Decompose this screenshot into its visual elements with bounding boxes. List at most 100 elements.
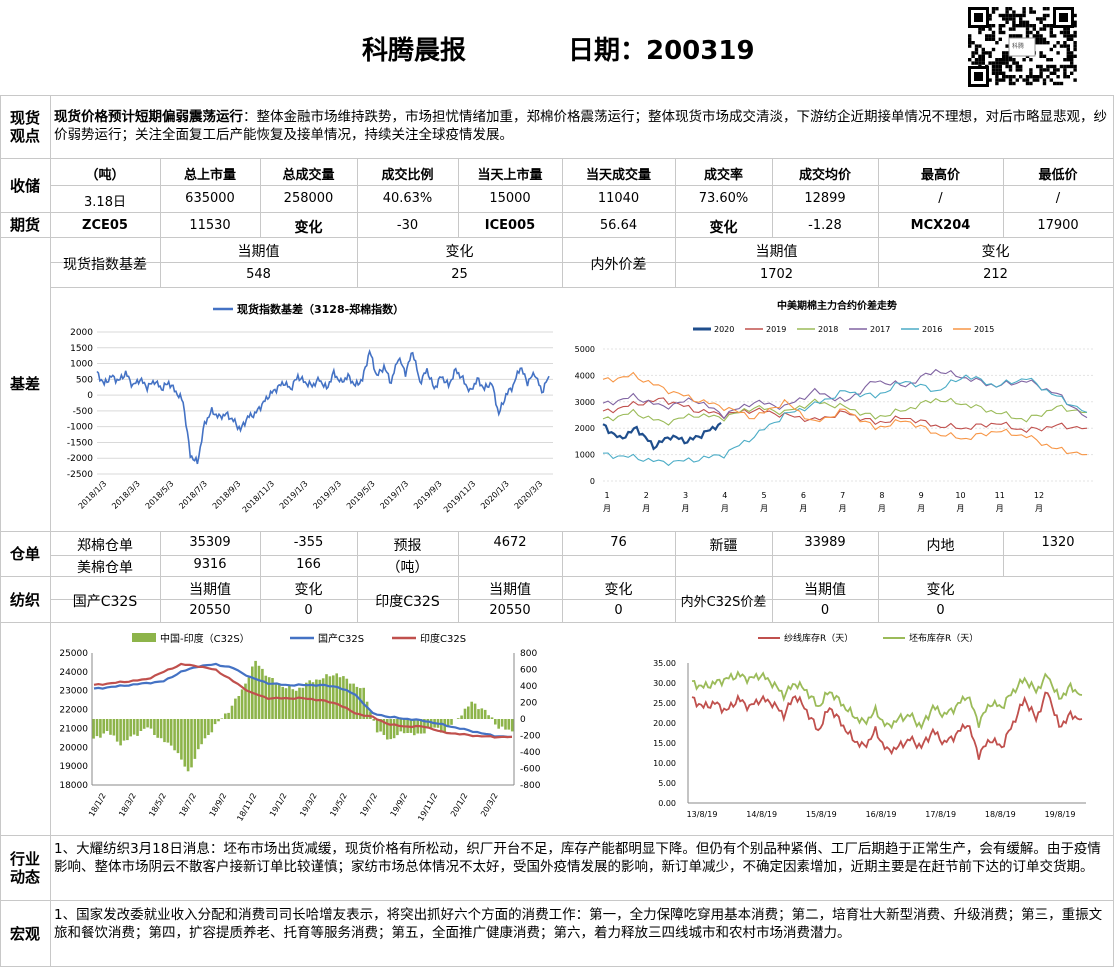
- qr-module: [1066, 37, 1070, 41]
- qr-module: [1049, 34, 1053, 38]
- qr-module: [1008, 68, 1013, 72]
- spread-bar: [463, 708, 467, 719]
- qr-module: [1005, 54, 1009, 58]
- qr-module: [1056, 81, 1060, 86]
- qr-module: [1008, 17, 1013, 21]
- qr-module: [1063, 34, 1067, 38]
- qr-module: [971, 61, 975, 65]
- qr-module: [1029, 81, 1033, 86]
- series-line-2018: [602, 397, 1088, 426]
- spread-bar: [274, 682, 278, 719]
- spread-bar: [102, 719, 105, 734]
- spread-bar: [426, 719, 430, 729]
- qr-module: [1039, 68, 1043, 72]
- x-tick-label: 11: [995, 491, 1005, 500]
- legend-label: 现货指数基差（3128-郑棉指数）: [237, 302, 404, 316]
- spread-label: 内外价差: [590, 257, 647, 273]
- spread-bar: [203, 719, 207, 739]
- spread-bar: [254, 660, 257, 719]
- spread-bar: [510, 719, 514, 732]
- table-cell: 33989: [804, 535, 846, 550]
- qr-module: [1029, 10, 1033, 14]
- qr-module: [1012, 27, 1016, 31]
- spread-bar: [240, 689, 244, 719]
- spread-bar: [288, 685, 291, 719]
- qr-module: [1066, 51, 1070, 55]
- y2-tick-label: 800: [520, 649, 537, 659]
- qr-module: [1012, 10, 1016, 14]
- table-cell: 4672: [493, 535, 527, 550]
- spread-bar: [183, 719, 187, 767]
- qr-module: [1056, 51, 1060, 55]
- x-tick-label: 19/8/19: [1045, 810, 1076, 819]
- table-cell: 73.60%: [698, 191, 749, 206]
- futures-change: -1.28: [808, 218, 842, 233]
- legend-label: 2015: [974, 325, 994, 334]
- futures-price: 17900: [1037, 218, 1079, 233]
- qr-module: [974, 51, 979, 55]
- y-tick-label: 20000: [59, 743, 88, 753]
- qr-module: [1008, 64, 1013, 69]
- qr-module: [1019, 13, 1023, 18]
- spread-bar: [142, 719, 146, 729]
- spread-bar: [95, 719, 99, 737]
- qr-module: [1019, 68, 1023, 72]
- qr-module: [1002, 13, 1006, 18]
- qr-module: [1070, 54, 1074, 58]
- x-tick-label: 10: [955, 491, 965, 500]
- qr-module: [1059, 44, 1064, 48]
- qr-module: [1039, 54, 1043, 58]
- qr-module: [995, 81, 999, 86]
- qr-module: [1042, 7, 1047, 11]
- qr-module: [1073, 64, 1077, 69]
- qr-module: [1008, 75, 1013, 79]
- qr-module: [1002, 51, 1006, 55]
- qr-module: [1066, 47, 1070, 52]
- table-cell: 内地: [926, 538, 955, 554]
- spread-bar: [342, 676, 345, 719]
- qr-module: [991, 47, 996, 52]
- industry-news-text: 1、大耀纺织3月18日消息：坯布市场出货减缓，现货价格有所松动，织厂开台不足，库…: [54, 841, 1101, 875]
- qr-module: [1015, 68, 1019, 72]
- qr-module: [1063, 44, 1067, 48]
- qr-finder: [1059, 13, 1068, 22]
- qr-module: [1042, 27, 1047, 31]
- spread-bar: [456, 718, 460, 719]
- qr-module: [1042, 54, 1047, 58]
- qr-module: [1066, 27, 1070, 31]
- x-tick-label: 6: [801, 491, 806, 500]
- qr-module: [1008, 81, 1013, 86]
- spread-bar: [156, 719, 159, 738]
- x-tick-label: 月: [760, 504, 768, 513]
- x-tick-label: 2018/11/3: [241, 479, 276, 514]
- qr-module: [1005, 58, 1009, 62]
- yarn-spread-change: 0: [936, 603, 945, 618]
- qr-module: [1070, 61, 1074, 65]
- y-tick-label: 3000: [575, 398, 595, 407]
- spread-bar: [173, 719, 176, 751]
- spread-bar: [217, 719, 220, 722]
- table-cell: 15000: [489, 191, 531, 206]
- spread-bar: [281, 686, 284, 719]
- qr-module: [998, 24, 1002, 28]
- spread-bar: [328, 676, 332, 719]
- qr-module: [1002, 54, 1006, 58]
- spread-bar: [507, 719, 511, 730]
- spread-bar: [163, 719, 166, 743]
- spread-bar: [375, 719, 379, 733]
- qr-module: [1042, 81, 1047, 86]
- x-tick-label: 18/3/2: [117, 792, 138, 819]
- qr-module: [981, 58, 985, 62]
- qr-module: [974, 61, 979, 65]
- spread-bar: [379, 719, 382, 732]
- spread-bar: [467, 706, 470, 719]
- spread-bar: [126, 719, 129, 741]
- spread-bar: [139, 719, 143, 731]
- y2-tick-label: -400: [520, 748, 541, 758]
- qr-module: [1005, 75, 1009, 79]
- x-tick-label: 2018/1/3: [77, 479, 109, 511]
- y-tick-label: 1000: [70, 360, 93, 370]
- spread-bar: [109, 719, 112, 735]
- qr-module: [1066, 75, 1070, 79]
- qr-module: [1036, 78, 1040, 82]
